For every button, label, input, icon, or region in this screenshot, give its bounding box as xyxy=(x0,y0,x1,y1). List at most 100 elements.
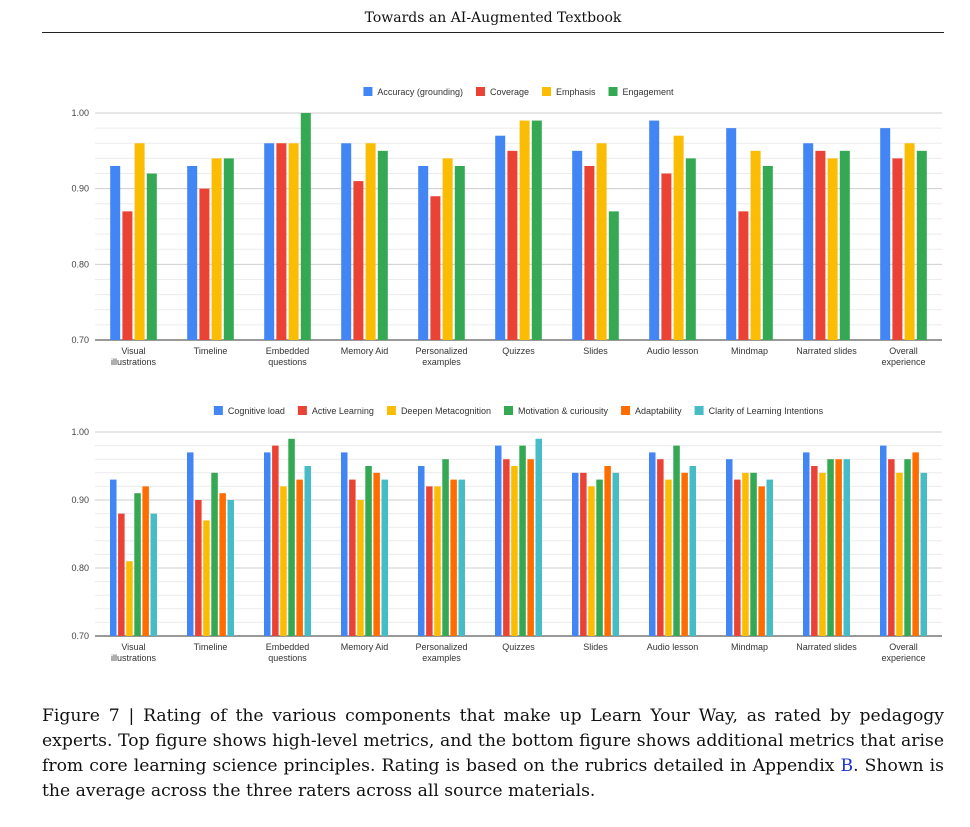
y-tick-label: 0.90 xyxy=(71,184,89,194)
caption-text-after: . Shown is the average across the three … xyxy=(42,756,945,801)
x-category-label: Embedded questions xyxy=(266,346,310,367)
bar: Active Learning: 0.96 xyxy=(888,459,895,636)
bar: Coverage: 0.96 xyxy=(276,143,287,340)
bar: Engagement: 0.95 xyxy=(839,150,850,340)
legend-label: Accuracy (grounding) xyxy=(377,87,463,97)
legend-swatch xyxy=(694,406,704,415)
bar: Adaptability: 0.92 xyxy=(758,486,765,636)
bar: Adaptability: 0.94 xyxy=(681,472,688,636)
x-category-label: Audio lesson xyxy=(647,346,699,356)
bar: Cognitive load: 0.97 xyxy=(803,452,810,636)
bar: Cognitive load: 0.97 xyxy=(187,452,194,636)
chart-svg: 0.70 0.80 0.90 1.00 Accuracy (grounding): 0.… xyxy=(71,87,942,367)
bar: Adaptability: 0.95 xyxy=(604,466,611,636)
bar: Accuracy (grounding): 0.93 xyxy=(187,165,198,340)
bar: Motivation & curiousity: 0.94 xyxy=(211,472,218,636)
bar: Accuracy (grounding): 0.98 xyxy=(880,128,891,340)
bar: Emphasis: 0.95 xyxy=(750,150,761,340)
legend-label: Engagement xyxy=(623,87,675,97)
bar: Active Learning: 0.98 xyxy=(272,445,279,636)
bar: Deepen Metacognition: 0.93 xyxy=(665,479,672,636)
bar: Deepen Metacognition: 0.81 xyxy=(126,561,133,636)
figure-label: Figure 7 | xyxy=(42,706,144,726)
bar: Cognitive load: 0.97 xyxy=(649,452,656,636)
bar: Deepen Metacognition: 0.95 xyxy=(511,466,518,636)
bar: Accuracy (grounding): 0.95 xyxy=(572,150,583,340)
x-category-label: Quizzes xyxy=(502,642,535,652)
bar: Clarity of Learning Intentions: 0.95 xyxy=(689,466,696,636)
bar: Adaptability: 0.97 xyxy=(912,452,919,636)
legend-swatch xyxy=(297,406,307,415)
legend-swatch xyxy=(542,87,552,96)
bar: Cognitive load: 0.98 xyxy=(880,445,887,636)
chart-learning-science-metrics: 0.700.800.901.00Cognitive load: 0.93Acti… xyxy=(0,398,970,670)
bar: Accuracy (grounding): 0.93 xyxy=(110,165,121,340)
x-category-label: Overall experience xyxy=(881,642,925,663)
bar: Deepen Metacognition: 0.87 xyxy=(203,520,210,636)
bar: Active Learning: 0.96 xyxy=(503,459,510,636)
bar: Clarity of Learning Intentions: 0.99 xyxy=(535,438,542,636)
legend-swatch xyxy=(363,87,373,96)
legend-label: Motivation & curiousity xyxy=(518,406,609,416)
caption-text: Rating of the various components that ma… xyxy=(42,706,945,776)
bar: Active Learning: 0.95 xyxy=(811,466,818,636)
bar: Cognitive load: 0.95 xyxy=(418,466,425,636)
legend-swatch xyxy=(608,87,618,96)
legend-label: Deepen Metacognition xyxy=(401,406,491,416)
legend-swatch xyxy=(386,406,396,415)
bar: Active Learning: 0.88 xyxy=(118,513,125,636)
bar: Clarity of Learning Intentions: 0.95 xyxy=(304,466,311,636)
bar: Engagement: 0.93 xyxy=(762,165,773,340)
bar: Clarity of Learning Intentions: 0.93 xyxy=(766,479,773,636)
bar: Cognitive load: 0.96 xyxy=(726,459,733,636)
bar: Emphasis: 0.94 xyxy=(442,158,453,340)
bar: Active Learning: 0.93 xyxy=(734,479,741,636)
bar: Active Learning: 0.93 xyxy=(349,479,356,636)
bar: Engagement: 0.95 xyxy=(916,150,927,340)
bar: Coverage: 0.91 xyxy=(353,181,364,340)
x-category-label: Slides xyxy=(583,642,608,652)
bar: Motivation & curiousity: 0.99 xyxy=(288,438,295,636)
bar: Deepen Metacognition: 0.94 xyxy=(742,472,749,636)
bar: Clarity of Learning Intentions: 0.93 xyxy=(381,479,388,636)
bar: Clarity of Learning Intentions: 0.9 xyxy=(227,500,234,636)
bar: Coverage: 0.95 xyxy=(815,150,826,340)
bar: Clarity of Learning Intentions: 0.94 xyxy=(612,472,619,636)
x-category-label: Embedded questions xyxy=(266,642,310,663)
legend-swatch xyxy=(621,406,631,415)
x-category-label: Visual illustrations xyxy=(111,346,157,367)
bar: Accuracy (grounding): 0.96 xyxy=(341,143,352,340)
bar: Deepen Metacognition: 0.92 xyxy=(280,486,287,636)
bar: Emphasis: 0.94 xyxy=(211,158,222,340)
y-tick-label: 0.90 xyxy=(71,495,89,505)
bar: Cognitive load: 0.94 xyxy=(572,472,579,636)
bar: Cognitive load: 0.97 xyxy=(264,452,271,636)
legend-label: Active Learning xyxy=(312,406,374,416)
legend-label: Clarity of Learning Intentions xyxy=(709,406,824,416)
y-tick-label: 1.00 xyxy=(71,108,89,118)
appendix-link[interactable]: B xyxy=(840,756,854,776)
legend-label: Emphasis xyxy=(556,87,596,97)
bar: Engagement: 0.99 xyxy=(531,120,542,340)
bar: Accuracy (grounding): 0.99 xyxy=(649,120,660,340)
y-tick-label: 0.80 xyxy=(71,259,89,269)
legend-label: Coverage xyxy=(490,87,529,97)
x-category-label: Memory Aid xyxy=(341,346,389,356)
bar: Motivation & curiousity: 0.96 xyxy=(827,459,834,636)
figure-caption: Figure 7 | Rating of the various compone… xyxy=(42,704,944,804)
bar: Coverage: 0.92 xyxy=(661,173,672,340)
bar: Adaptability: 0.96 xyxy=(527,459,534,636)
bar: Accuracy (grounding): 0.98 xyxy=(726,128,737,340)
bar: Coverage: 0.87 xyxy=(738,211,749,340)
legend-label: Cognitive load xyxy=(228,406,285,416)
bar: Motivation & curiousity: 0.94 xyxy=(750,472,757,636)
bar: Engagement: 0.95 xyxy=(377,150,388,340)
bar: Adaptability: 0.96 xyxy=(835,459,842,636)
bar: Emphasis: 0.96 xyxy=(596,143,607,340)
x-category-label: Personalized examples xyxy=(415,642,467,663)
x-category-label: Memory Aid xyxy=(341,642,389,652)
bar: Motivation & curiousity: 0.95 xyxy=(365,466,372,636)
bar: Active Learning: 0.92 xyxy=(426,486,433,636)
bar: Clarity of Learning Intentions: 0.88 xyxy=(150,513,157,636)
legend-label: Adaptability xyxy=(635,406,682,416)
